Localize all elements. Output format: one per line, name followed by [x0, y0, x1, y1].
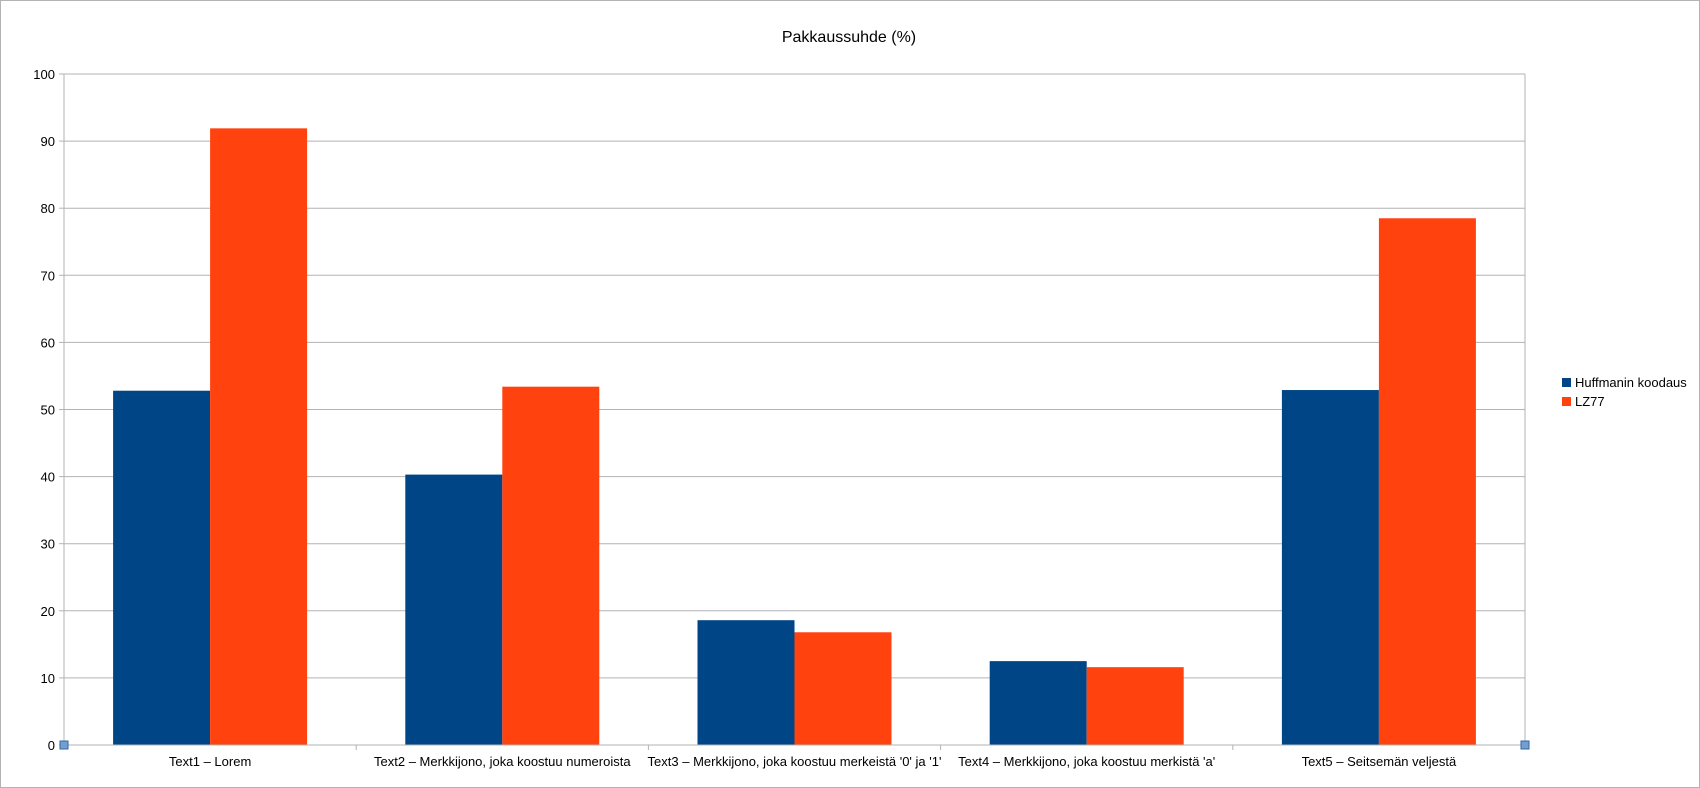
x-category-label: Text2 – Merkkijono, joka koostuu numeroi…	[374, 754, 631, 769]
y-tick-label: 80	[41, 201, 55, 216]
bar-huffman-1	[113, 390, 211, 745]
bar-huffman-5	[1281, 390, 1379, 745]
bar-lz77-1	[210, 128, 308, 745]
x-category-label: Text5 – Seitsemän veljestä	[1302, 754, 1457, 769]
y-tick-label: 50	[41, 403, 55, 418]
selection-handles	[59, 740, 1530, 750]
y-tick-label: 20	[41, 604, 55, 619]
chart-title: Pakkaussuhde (%)	[782, 29, 916, 46]
y-tick-label: 90	[41, 134, 55, 149]
y-tick-label: 30	[41, 537, 55, 552]
x-category-label: Text4 – Merkkijono, joka koostuu merkist…	[958, 754, 1215, 769]
bars	[113, 128, 1476, 745]
y-tick-label: 70	[41, 268, 55, 283]
bar-lz77-5	[1378, 218, 1476, 745]
y-tick-label: 60	[41, 335, 55, 350]
selection-handle[interactable]	[59, 740, 69, 750]
legend-label: LZ77	[1575, 394, 1605, 409]
bar-huffman-3	[697, 620, 795, 745]
axes	[59, 73, 1526, 750]
legend-swatch	[1562, 397, 1571, 406]
x-category-label: Text1 – Lorem	[169, 754, 251, 769]
y-tick-label: 100	[33, 67, 55, 82]
bar-huffman-4	[989, 661, 1087, 745]
y-tick-label: 40	[41, 470, 55, 485]
bar-lz77-2	[502, 386, 600, 745]
legend-swatch	[1562, 378, 1571, 387]
legend: Huffmanin koodaus LZ77	[1562, 375, 1687, 409]
bar-lz77-3	[794, 632, 892, 745]
selection-handle[interactable]	[1520, 740, 1530, 750]
x-category-labels: Text1 – Lorem Text2 – Merkkijono, joka ko…	[169, 754, 1457, 769]
y-tick-labels: 0 10 20 30 40 50 60 70 80 90 100	[33, 67, 55, 753]
y-tick-label: 10	[41, 671, 55, 686]
bar-lz77-4	[1086, 667, 1184, 745]
bar-huffman-2	[405, 474, 503, 745]
x-category-label: Text3 – Merkkijono, joka koostuu merkeis…	[648, 754, 942, 769]
y-tick-label: 0	[48, 738, 55, 753]
legend-label: Huffmanin koodaus	[1575, 375, 1687, 390]
